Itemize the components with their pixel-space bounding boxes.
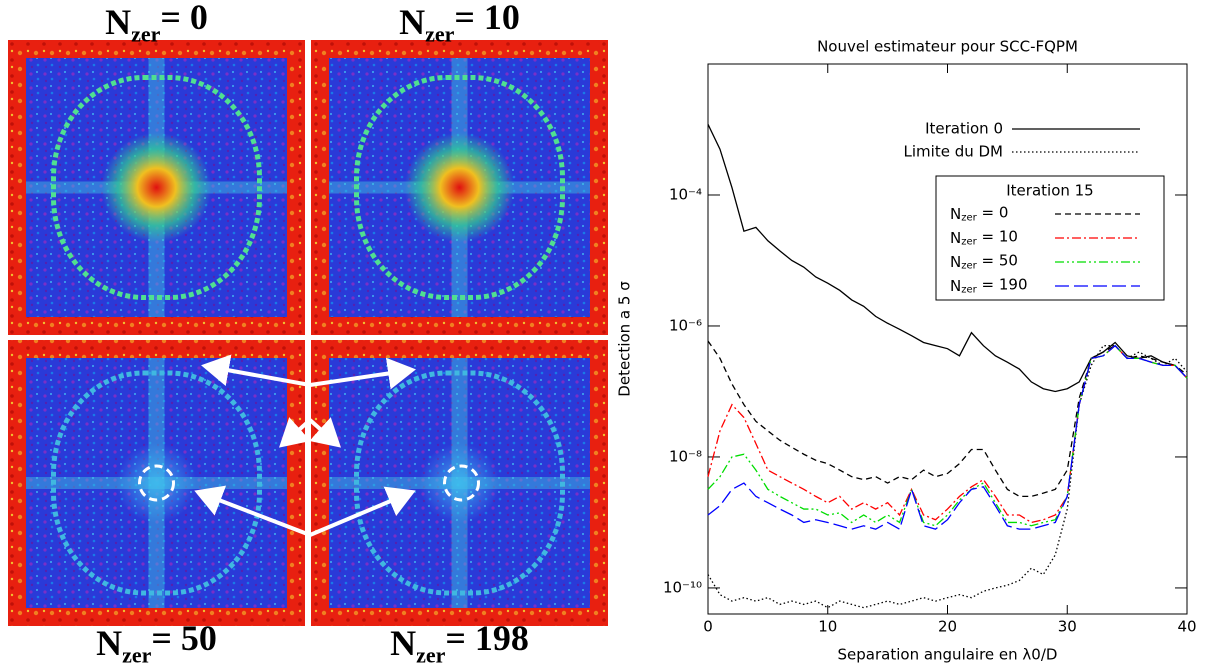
center: [101, 132, 212, 243]
image-panel: Nzer= 10: [311, 0, 608, 335]
image-panels: Nzer= 0 Nzer= 10 Nzer= 50 Nzer= 198: [8, 0, 608, 667]
chart: Nouvel estimateur pour SCC-FQPM Separatio…: [616, 38, 1197, 664]
x-tick-label: 30: [1058, 618, 1077, 636]
y-tick-label: 10⁻¹⁰: [663, 578, 702, 596]
y-tick-label: 10⁻⁴: [669, 185, 702, 203]
y-axis-label: Detection a 5 σ: [616, 281, 634, 397]
ring: [354, 75, 565, 300]
ring: [51, 370, 262, 596]
legend-label: Nzer = 50: [950, 251, 1018, 272]
legend-label: Limite du DM: [904, 143, 1003, 161]
x-tick-label: 20: [938, 618, 957, 636]
arrows: [194, 354, 416, 537]
panel-label: Nzer= 198: [390, 618, 529, 667]
chart-title: Nouvel estimateur pour SCC-FQPM: [817, 38, 1078, 56]
legend-box: [935, 175, 1165, 301]
panel-label: Nzer= 50: [96, 618, 217, 667]
ring: [51, 75, 262, 300]
dashed-circle: [443, 464, 480, 502]
legend-box-title: Iteration 15: [1006, 182, 1093, 200]
series-line: [707, 340, 1188, 498]
center: [404, 132, 515, 243]
image-panel: Nzer= 50: [8, 340, 305, 667]
legend-label: Nzer = 190: [950, 275, 1028, 296]
center: [419, 443, 500, 523]
x-tick-label: 0: [703, 618, 713, 636]
ring: [354, 370, 565, 596]
image-panel: Nzer= 0: [8, 0, 305, 335]
panel-label: Nzer= 0: [105, 0, 208, 47]
center: [116, 443, 197, 523]
series-line: [707, 344, 1188, 527]
series-line: [707, 124, 1188, 393]
arrow: [309, 486, 416, 537]
arrow: [201, 354, 311, 387]
series-line: [707, 344, 1188, 531]
x-tick-label: 40: [1177, 618, 1196, 636]
y-tick-label: 10⁻⁶: [669, 316, 702, 334]
y-tick-label: 10⁻⁸: [669, 447, 702, 465]
series-line: [707, 344, 1188, 524]
x-tick-label: 10: [818, 618, 837, 636]
dashed-circle: [138, 464, 175, 502]
image-panel: Nzer= 198: [311, 340, 608, 667]
series-line: [707, 345, 1188, 609]
legend-label: Nzer = 0: [950, 203, 1008, 224]
arrow: [279, 417, 312, 448]
arrow: [308, 417, 341, 448]
panel-label: Nzer= 10: [399, 0, 520, 47]
legend-label: Iteration 0: [925, 120, 1003, 138]
legend-label: Nzer = 10: [950, 227, 1018, 248]
arrow: [194, 485, 311, 537]
arrow: [309, 357, 416, 390]
x-axis-label: Separation angulaire en λ0/D: [838, 646, 1058, 664]
